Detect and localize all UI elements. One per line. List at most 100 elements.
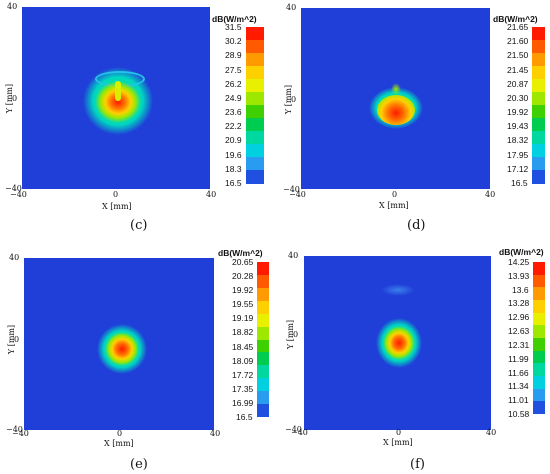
colorbar-label: 23.6 (225, 107, 242, 118)
colorbar-step (257, 365, 269, 379)
colorbar-label: 11.66 (508, 367, 529, 378)
colorbar-step (246, 40, 264, 54)
colorbar-label: 14.25 (508, 257, 530, 267)
colorbar-label: 19.43 (507, 121, 529, 132)
x-tick-mid: 0 (117, 429, 123, 438)
colorbar-step (533, 287, 545, 301)
colorbar-label: 18.09 (232, 355, 254, 366)
colorbar-label: 17.72 (232, 369, 254, 380)
colorbar-label: 16.5 (511, 178, 528, 188)
heatmap-plot (301, 8, 490, 189)
colorbar-step (246, 27, 264, 41)
colorbar-label: 11.01 (508, 395, 529, 406)
x-tick-right: 40 (206, 190, 217, 199)
colorbar-label: 21.50 (507, 50, 529, 61)
colorbar-title: dB(W/m^2) (212, 14, 257, 24)
colorbar-label: 16.99 (232, 397, 254, 408)
colorbar-step (533, 350, 545, 364)
colorbar-step (257, 404, 269, 418)
y-axis-label: Y [mm] (284, 84, 294, 115)
colorbar-step (533, 388, 545, 402)
colorbar-label: 20.87 (507, 78, 529, 89)
field-hot (377, 95, 415, 125)
colorbar-step (246, 66, 264, 80)
x-tick-right: 40 (485, 190, 496, 199)
colorbar-step (246, 118, 264, 132)
colorbar-label: 16.5 (236, 412, 253, 422)
colorbar-step (533, 325, 545, 339)
colorbar-step (532, 40, 545, 54)
colorbar-step (246, 105, 264, 119)
colorbar-title: dB(W/m^2) (499, 247, 544, 257)
x-axis-label: X [mm] (102, 202, 132, 211)
colorbar-label: 24.9 (225, 92, 242, 103)
y-axis-label: Y [mm] (7, 324, 17, 355)
colorbar-label: 18.82 (232, 327, 254, 338)
colorbar-title: dB(W/m^2) (493, 14, 538, 24)
colorbar-step (532, 144, 545, 158)
x-tick-left: −40 (289, 190, 306, 199)
heatmap-plot (24, 258, 214, 430)
colorbar-label: 21.65 (507, 22, 529, 32)
colorbar-step (532, 79, 545, 93)
field-far (381, 284, 415, 296)
colorbar-label: 17.12 (507, 163, 529, 174)
colorbar (246, 27, 264, 184)
colorbar-step (533, 262, 545, 276)
y-tick-bot: −40 (285, 425, 302, 434)
x-tick-mid: 0 (396, 428, 402, 437)
colorbar-step (533, 300, 545, 314)
colorbar-step (532, 27, 545, 41)
y-tick-top: 40 (286, 3, 297, 12)
colorbar-label: 27.5 (225, 64, 242, 75)
x-axis-label: X [mm] (379, 201, 409, 210)
colorbar-step (532, 53, 545, 67)
colorbar-step (246, 92, 264, 106)
colorbar-label: 19.6 (225, 149, 242, 160)
colorbar-label: 26.2 (225, 78, 242, 89)
colorbar-label: 19.55 (232, 299, 254, 310)
y-tick-mid: 0 (12, 94, 18, 103)
x-tick-left: −40 (12, 429, 29, 438)
colorbar-step (533, 274, 545, 288)
y-tick-top: 40 (288, 251, 299, 260)
colorbar-step (257, 391, 269, 405)
colorbar-step (532, 131, 545, 145)
colorbar-label: 19.92 (507, 107, 529, 118)
field-stem (115, 81, 121, 101)
colorbar-label: 20.9 (225, 135, 242, 146)
y-tick-bot: −40 (5, 184, 22, 193)
colorbar-step (532, 118, 545, 132)
colorbar-step (257, 300, 269, 315)
colorbar-label: 11.99 (508, 353, 529, 364)
colorbar-label: 16.5 (225, 178, 242, 188)
x-tick-right: 40 (486, 428, 497, 437)
panel-e: 40 0 −40 Y [mm] −40 0 40 X [mm] (e) dB(W… (0, 237, 275, 474)
colorbar-step (532, 92, 545, 106)
panel-caption: (e) (130, 457, 148, 472)
colorbar-label: 13.93 (508, 270, 530, 281)
colorbar-step (246, 170, 264, 184)
colorbar-label: 20.30 (507, 92, 529, 103)
colorbar-step (533, 312, 545, 326)
colorbar-label: 18.3 (225, 163, 242, 174)
colorbar-label: 21.45 (507, 64, 529, 75)
colorbar-step (257, 352, 269, 366)
y-tick-mid: 0 (14, 335, 20, 344)
colorbar-step (246, 144, 264, 158)
colorbar-label: 19.92 (232, 285, 254, 296)
colorbar-label: 13.28 (508, 298, 530, 309)
colorbar-label: 18.45 (232, 341, 254, 352)
y-tick-bot: −40 (283, 185, 300, 194)
x-tick-right: 40 (210, 429, 221, 438)
colorbar (532, 27, 545, 184)
colorbar-step (257, 313, 269, 328)
colorbar-label: 20.65 (232, 257, 254, 267)
colorbar-label: 20.28 (232, 271, 254, 282)
x-axis-label: X [mm] (104, 439, 134, 448)
colorbar-title: dB(W/m^2) (218, 248, 263, 258)
panel-caption: (c) (130, 218, 148, 233)
x-tick-mid: 0 (392, 190, 398, 199)
panel-caption: (d) (407, 218, 426, 233)
panel-f: 40 0 −40 Y [mm] −40 0 40 X [mm] (f) dB(W… (275, 237, 550, 474)
